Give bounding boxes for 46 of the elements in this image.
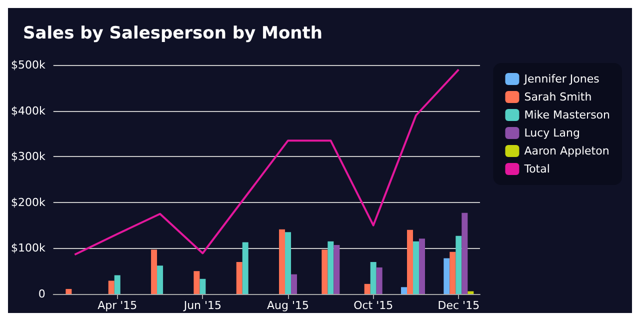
bar [114, 275, 120, 294]
bar [444, 258, 450, 294]
line-series [74, 68, 460, 256]
bar [236, 262, 242, 294]
bar [456, 236, 462, 294]
bar [157, 266, 164, 294]
bar [108, 280, 114, 294]
x-tick-label: Apr '15 [98, 299, 138, 312]
bar [66, 288, 72, 294]
y-tick-label: $400k [10, 104, 46, 118]
bar [419, 238, 426, 294]
y-tick-label: $500k [10, 58, 46, 72]
bar [322, 250, 328, 294]
chart-title: Sales by Salesperson by Month [23, 24, 322, 44]
bar [450, 252, 456, 294]
bar [151, 250, 158, 294]
bar [462, 212, 468, 294]
legend-label: Mike Masterson [524, 108, 610, 122]
bar [407, 230, 414, 294]
bar [376, 267, 382, 294]
bar [242, 242, 248, 294]
bar [364, 284, 370, 294]
y-tick-label: $200k [10, 196, 46, 209]
y-tick-label: $300k [10, 150, 46, 164]
bar [468, 291, 474, 294]
bar [334, 244, 340, 294]
legend-label: Lucy Lang [524, 126, 580, 140]
x-tick-label: Jun '15 [182, 299, 222, 312]
bar [285, 232, 292, 294]
x-tick-label: Aug '15 [267, 299, 310, 312]
bar [194, 271, 200, 294]
legend-label: Aaron Appleton [524, 144, 610, 158]
legend-label: Sarah Smith [524, 90, 592, 104]
y-tick-label: $100k [10, 242, 46, 255]
bar [328, 241, 334, 294]
x-tick-label: Dec '15 [438, 299, 480, 312]
bar [279, 229, 286, 294]
bar [200, 278, 206, 294]
legend-label: Jennifer Jones [523, 72, 600, 86]
x-tick-label: Oct '15 [354, 299, 394, 312]
bar [413, 241, 420, 294]
bar [370, 262, 376, 294]
legend-label: Total [523, 162, 550, 176]
y-tick-label: 0 [38, 288, 46, 300]
bar [401, 287, 408, 294]
bar [291, 274, 298, 294]
